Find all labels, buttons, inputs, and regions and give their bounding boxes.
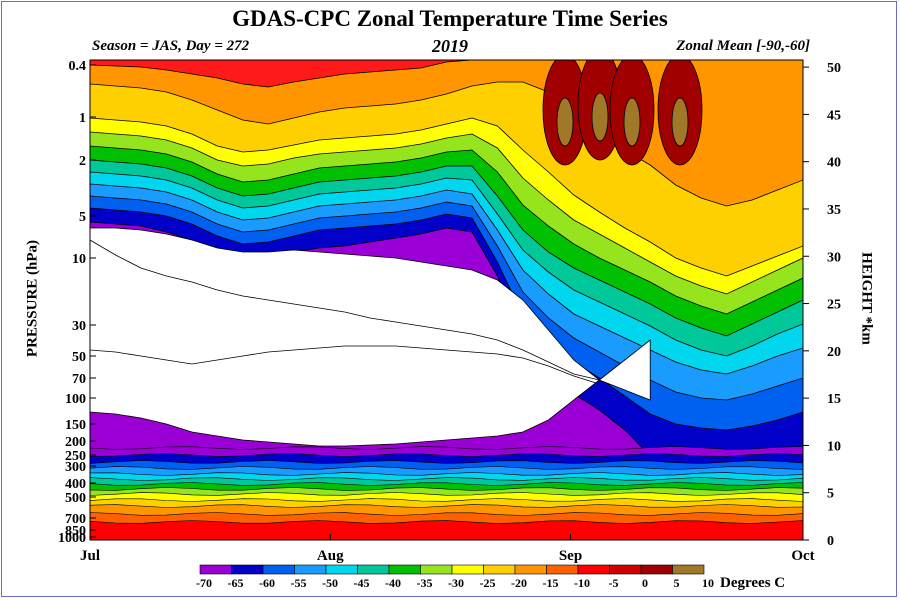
legend-label: -50: [322, 576, 338, 590]
height-tick-label: 5: [827, 487, 834, 502]
cold-contour-1: [90, 345, 600, 385]
pressure-tick-label: 400: [65, 477, 86, 492]
legend-label: 0: [642, 576, 648, 590]
legend-swatch: [577, 564, 610, 575]
pressure-tick-label: 0.4: [69, 59, 87, 74]
legend-label: -65: [228, 576, 244, 590]
contour-bands: [90, 60, 803, 540]
legend-label: -15: [543, 576, 559, 590]
legend-label: -10: [574, 576, 590, 590]
pressure-tick-label: 250: [65, 449, 86, 464]
warm-core-center-0: [556, 97, 574, 147]
legend-label: -55: [291, 576, 307, 590]
legend-swatch: [357, 564, 390, 575]
height-tick-label: 50: [827, 61, 841, 76]
pressure-tick-label: 500: [65, 491, 86, 506]
time-tick-label: Sep: [559, 548, 582, 564]
legend-label: -70: [196, 576, 212, 590]
surface-band-12: [90, 520, 803, 540]
height-tick-label: 25: [827, 298, 841, 313]
time-tick-label: Oct: [791, 548, 814, 564]
pressure-tick-label: 300: [65, 460, 86, 475]
legend-label: -5: [609, 576, 619, 590]
legend-swatch: [325, 564, 358, 575]
time-tick-label: Aug: [317, 548, 344, 564]
legend-swatch: [609, 564, 642, 575]
pressure-tick-label: 1000: [58, 531, 86, 546]
pressure-tick-label: 70: [72, 372, 86, 387]
warm-core-center-3: [671, 97, 689, 147]
zonal-mean-label: Zonal Mean [-90,-60]: [676, 38, 810, 54]
height-tick-label: 20: [827, 345, 841, 360]
legend-units: Degrees C: [720, 575, 785, 591]
legend-swatch: [231, 564, 264, 575]
legend-swatch: [262, 564, 295, 575]
year-label: 2019: [432, 36, 468, 56]
time-tick-label: Jul: [80, 548, 100, 564]
pressure-tick-label: 850: [65, 524, 86, 539]
pressure-tick-label: 5: [79, 210, 86, 225]
legend-swatch: [672, 564, 705, 575]
axis-ticks: 0.41251030507010015020025030040050070085…: [58, 59, 841, 564]
height-tick-label: 15: [827, 392, 841, 407]
pressure-tick-label: 700: [65, 512, 86, 527]
legend-swatch: [483, 564, 516, 575]
legend-label: -25: [480, 576, 496, 590]
pressure-tick-label: 50: [72, 350, 86, 365]
warm-core-center-1: [591, 92, 609, 142]
legend-swatch: [199, 564, 232, 575]
legend-label: 5: [674, 576, 680, 590]
legend-swatch: [294, 564, 327, 575]
pressure-tick-label: 2: [79, 154, 86, 169]
height-tick-label: 0: [827, 534, 834, 549]
plot-border: [89, 59, 804, 541]
height-tick-label: 45: [827, 108, 841, 123]
pressure-tick-label: 10: [72, 252, 86, 267]
legend-swatch: [514, 564, 547, 575]
height-tick-label: 40: [827, 156, 841, 171]
height-tick-label: 35: [827, 203, 841, 218]
pressure-tick-label: 200: [65, 435, 86, 450]
pressure-tick-label: 30: [72, 319, 86, 334]
legend-label: -45: [354, 576, 370, 590]
legend-swatch: [546, 564, 579, 575]
legend-label: 10: [702, 576, 714, 590]
legend-label: -20: [511, 576, 527, 590]
height-tick-label: 30: [827, 250, 841, 265]
legend-label: -35: [417, 576, 433, 590]
cold-contour-0: [90, 239, 600, 381]
chart-title: GDAS-CPC Zonal Temperature Time Series: [232, 6, 668, 31]
legend-swatch: [640, 564, 673, 575]
color-legend: -70 -65 -60 -55 -50 -45 -40 -35 -30 -25 -20 -15 -10-…: [196, 564, 785, 591]
legend-swatch: [388, 564, 421, 575]
legend-label: -30: [448, 576, 464, 590]
season-label: Season = JAS, Day = 272: [92, 38, 250, 54]
warm-core-center-2: [623, 97, 641, 147]
height-tick-label: 10: [827, 439, 841, 454]
legend-label: -40: [385, 576, 401, 590]
cold-core-region: [90, 227, 651, 447]
legend-label: -60: [259, 576, 275, 590]
legend-swatch: [420, 564, 453, 575]
pressure-tick-label: 1: [79, 111, 86, 126]
legend-swatch: [451, 564, 484, 575]
pressure-tick-label: 150: [65, 418, 86, 433]
pressure-tick-label: 100: [65, 392, 86, 407]
